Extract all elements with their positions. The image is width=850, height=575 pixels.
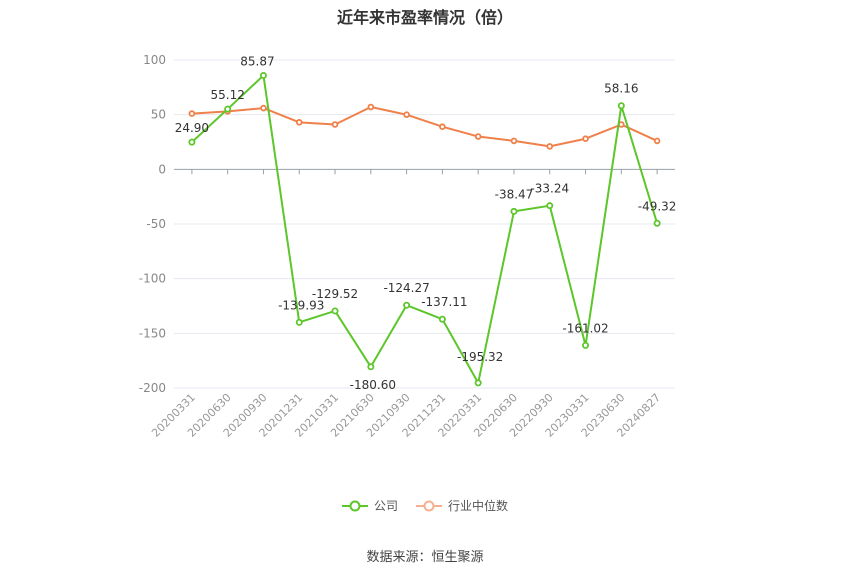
- industry-median-point: [260, 104, 267, 112]
- industry-median-point: [188, 110, 196, 117]
- company-point: [438, 315, 446, 323]
- company-point: [331, 307, 339, 315]
- company-point: [188, 138, 196, 146]
- industry-median-point: [439, 123, 446, 130]
- data-label: -129.52: [312, 287, 358, 301]
- data-label: 24.90: [175, 121, 209, 135]
- industry-median-point: [546, 143, 554, 150]
- company-point: [510, 207, 518, 215]
- series-line-company: [191, 74, 659, 384]
- legend-item-industry-median[interactable]: 行业中位数: [416, 497, 508, 514]
- industry-median-point: [295, 119, 303, 126]
- data-label: -139.93: [278, 298, 324, 312]
- data-label: -180.60: [350, 378, 396, 392]
- y-tick-label: -50: [146, 217, 166, 231]
- chart-legend: 公司 行业中位数: [0, 497, 850, 514]
- company-point: [224, 105, 232, 113]
- industry-median-point: [367, 103, 375, 111]
- company-point: [617, 102, 625, 110]
- y-tick-label: 0: [158, 162, 166, 176]
- company-point: [295, 318, 303, 326]
- company-point: [582, 341, 590, 349]
- data-label: -161.02: [562, 321, 608, 335]
- y-tick-label: 50: [151, 108, 166, 122]
- industry-median-point: [510, 137, 518, 145]
- y-tick-label: 100: [143, 53, 166, 67]
- y-tick-label: -100: [139, 272, 166, 286]
- legend-label-industry-median: 行业中位数: [448, 499, 509, 513]
- company-point: [474, 379, 482, 387]
- legend-label-company: 公司: [373, 499, 398, 513]
- company-point: [403, 301, 411, 309]
- industry-median-point: [403, 111, 410, 118]
- company-point: [259, 71, 267, 79]
- legend-item-company[interactable]: 公司: [341, 497, 398, 514]
- data-label: -38.47: [495, 187, 534, 201]
- data-label: -124.27: [383, 281, 429, 295]
- source-note: 数据来源：恒生聚源: [366, 550, 484, 565]
- company-point: [546, 202, 554, 210]
- y-tick-label: -200: [139, 381, 166, 395]
- data-label: 85.87: [240, 54, 274, 68]
- chart-title: 近年来市盈率情况（倍）: [336, 8, 513, 27]
- data-label: -195.32: [457, 350, 503, 364]
- industry-median-point: [331, 121, 339, 128]
- industry-median-point: [474, 133, 482, 140]
- data-label: -137.11: [421, 295, 467, 309]
- y-tick-label: -150: [139, 326, 166, 340]
- data-label: -49.32: [638, 199, 677, 213]
- legend-swatch-industry-median: [416, 500, 442, 511]
- data-label: 55.12: [210, 88, 244, 102]
- industry-median-point: [582, 135, 589, 143]
- company-point: [653, 219, 661, 227]
- data-label: 58.16: [604, 82, 638, 96]
- legend-swatch-company: [341, 500, 368, 511]
- industry-median-point: [653, 137, 661, 145]
- company-point: [367, 363, 375, 371]
- data-label: -33.24: [530, 182, 569, 196]
